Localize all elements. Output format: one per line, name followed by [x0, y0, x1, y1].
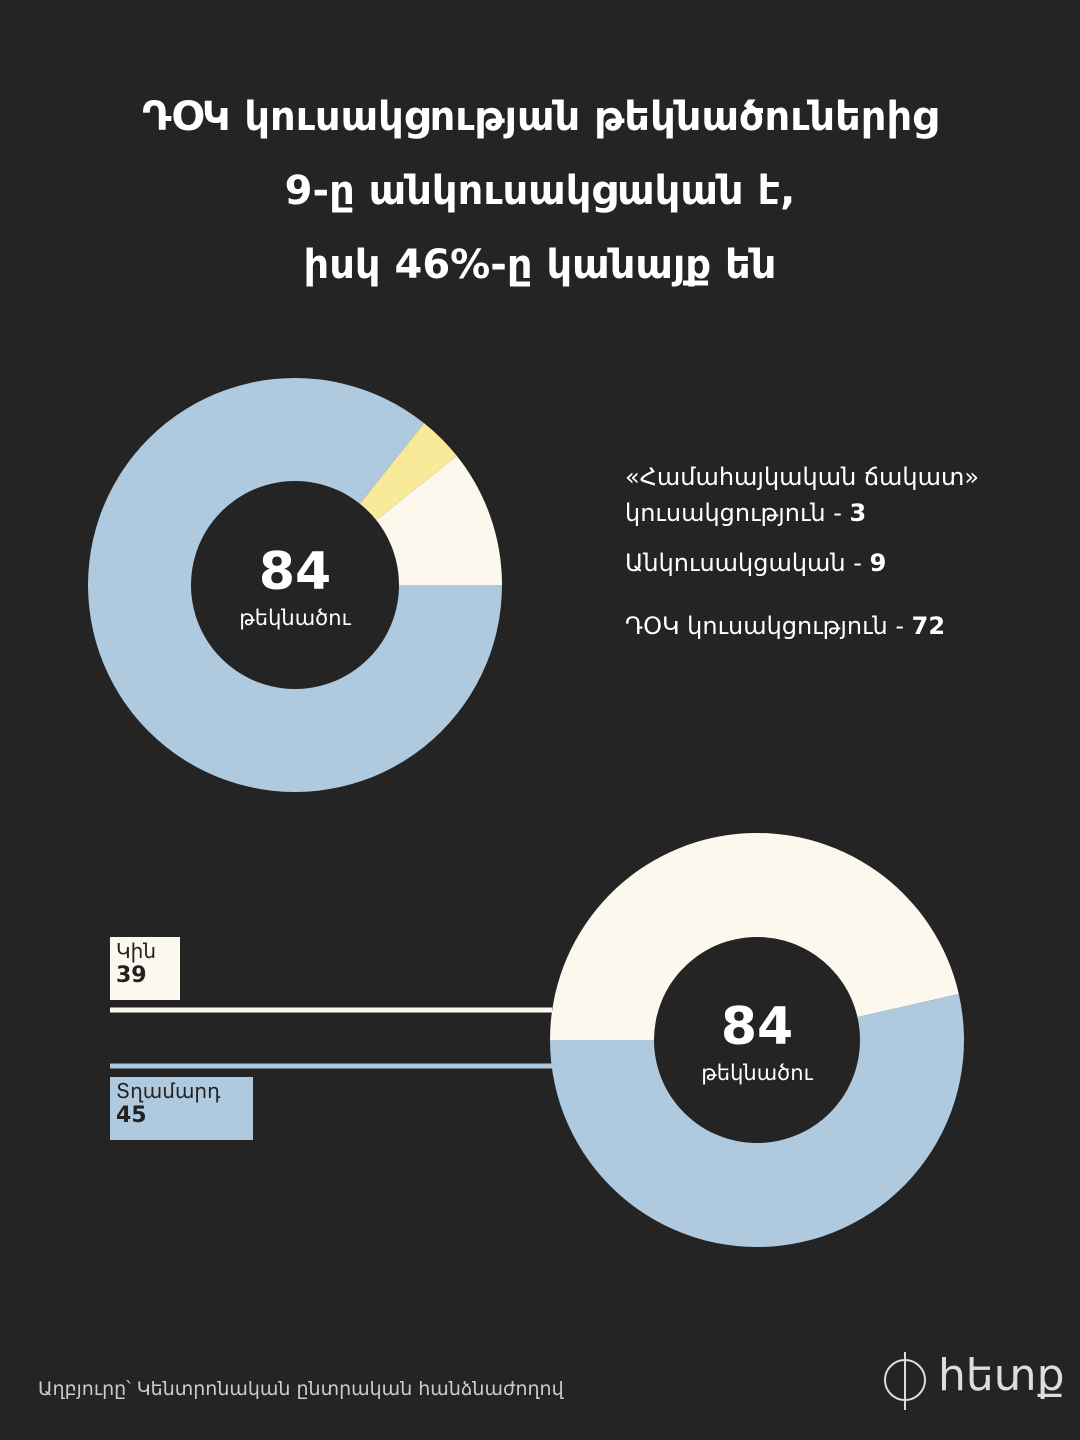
- legend-separator: -: [887, 612, 912, 640]
- legend-value: 9: [869, 549, 887, 577]
- legend-value: 3: [849, 499, 867, 527]
- legend-separator: -: [845, 549, 870, 577]
- legend-label: ԴՕԿ կուսակցություն: [625, 612, 888, 640]
- value-label: 45: [116, 1103, 147, 1128]
- legend-value: 72: [911, 612, 946, 640]
- center-total: 84: [721, 997, 793, 1057]
- legend-entry: Անկուսակցական - 9: [625, 545, 1025, 581]
- title-line: ԴՕԿ կուսակցության թեկնածուներից: [142, 94, 938, 140]
- category-label: Տղամարդ: [116, 1079, 221, 1103]
- value-label: 39: [116, 963, 147, 988]
- title-line: իսկ 46%-ը կանայք են: [303, 242, 777, 288]
- legend-entry: ԴՕԿ կուսակցություն - 72: [625, 608, 1025, 644]
- legend-entry: «Համահայկական ճակատ» կուսակցություն - 3: [625, 459, 1025, 531]
- legend-separator: -: [825, 499, 850, 527]
- center-label: թեկնածու: [701, 1061, 813, 1085]
- center-total: 84: [259, 542, 331, 602]
- donut-slice: [88, 377, 503, 792]
- title-line: 9-ը անկուսակցական է,: [284, 168, 796, 214]
- donut-slice: [359, 423, 457, 521]
- legend-label: «Համահայկական ճակատ» կուսակցություն: [625, 463, 980, 527]
- label-box: Կին 39: [110, 937, 180, 1000]
- donut-slice: [376, 455, 502, 585]
- donut-slice: [550, 832, 959, 1040]
- center-label: թեկնածու: [239, 606, 351, 630]
- legend-label: Անկուսակցական: [625, 549, 846, 577]
- category-label: Կին: [116, 939, 156, 963]
- label-box: Տղամարդ 45: [110, 1077, 253, 1140]
- source: Աղբյուրը՝ Կենտրոնական ընտրական հանձնաժող…: [38, 1378, 564, 1400]
- title: ԴՕԿ կուսակցության թեկնածուներից 9-ը անկո…: [0, 80, 1080, 302]
- donut-slice: [550, 993, 964, 1248]
- logo: հետք: [938, 1350, 1065, 1401]
